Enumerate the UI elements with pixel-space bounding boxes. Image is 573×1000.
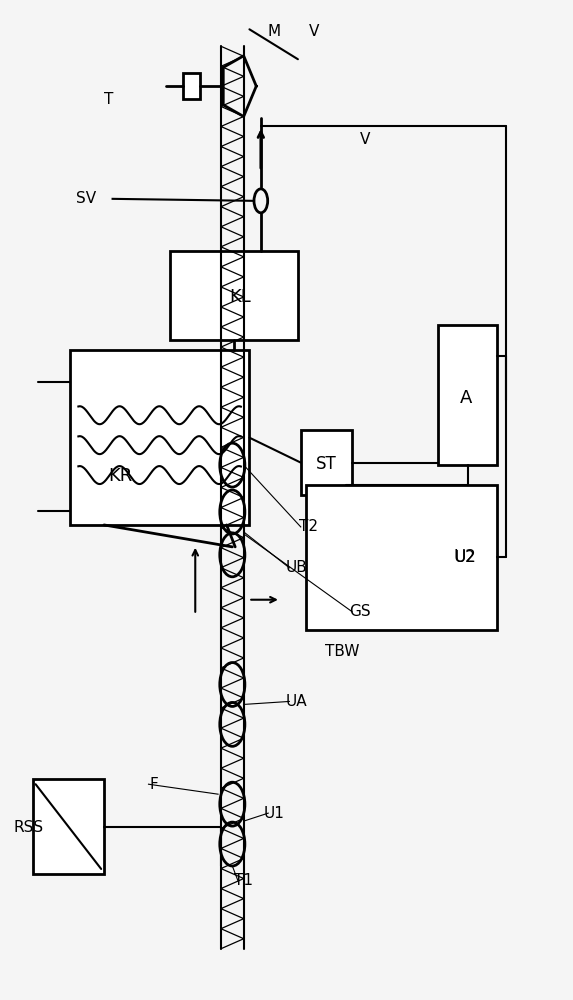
Text: TBW: TBW	[325, 644, 360, 659]
Text: GS: GS	[349, 604, 370, 619]
Text: KR: KR	[108, 467, 132, 485]
Text: T: T	[104, 92, 113, 107]
Text: SV: SV	[76, 191, 96, 206]
Text: KL: KL	[229, 288, 251, 306]
Bar	[301, 430, 352, 495]
Text: RSS: RSS	[14, 820, 44, 835]
Text: T2: T2	[299, 519, 317, 534]
Text: U2: U2	[454, 550, 476, 565]
Text: M: M	[268, 24, 281, 39]
Bar	[70, 350, 249, 525]
Text: UA: UA	[286, 694, 308, 709]
Text: V: V	[309, 24, 319, 39]
Text: U2: U2	[454, 548, 476, 566]
Bar	[33, 779, 104, 874]
Bar	[307, 485, 497, 630]
Text: A: A	[460, 389, 473, 407]
Text: ST: ST	[316, 455, 337, 473]
Text: V: V	[360, 132, 370, 147]
Bar	[183, 73, 200, 99]
Text: T1: T1	[234, 873, 253, 888]
Bar	[170, 251, 298, 340]
Text: UB: UB	[286, 560, 308, 575]
Bar	[438, 325, 497, 465]
Text: U1: U1	[264, 806, 284, 821]
Text: F: F	[150, 777, 159, 792]
